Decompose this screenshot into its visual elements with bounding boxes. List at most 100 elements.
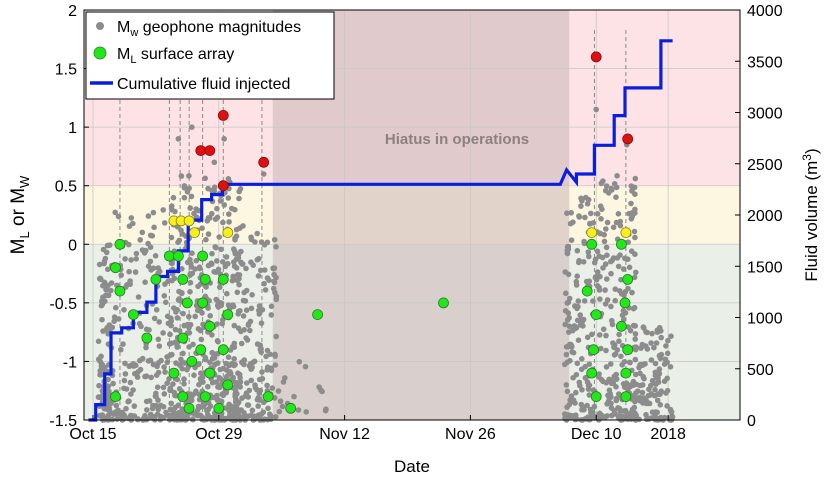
geophone-point: [630, 378, 637, 385]
geophone-point: [657, 402, 664, 408]
geophone-point: [571, 323, 578, 329]
geophone-point: [236, 272, 243, 278]
surface-point: [622, 273, 634, 285]
y-right-tick-label: 3500: [747, 54, 783, 71]
geophone-point: [581, 240, 588, 247]
geophone-point: [191, 372, 197, 379]
geophone-point: [211, 159, 218, 166]
geophone-point: [217, 198, 224, 204]
geophone-point: [655, 375, 661, 382]
geophone-point: [161, 391, 168, 397]
geophone-point: [190, 341, 196, 348]
surface-point: [222, 227, 234, 239]
geophone-point: [220, 259, 226, 265]
geophone-point: [230, 374, 236, 381]
geophone-point: [142, 279, 148, 286]
geophone-point: [279, 403, 286, 410]
geophone-point: [262, 267, 268, 273]
geophone-point: [664, 350, 671, 357]
geophone-point: [625, 239, 631, 245]
geophone-point: [152, 253, 159, 259]
geophone-point: [632, 251, 638, 257]
geophone-point: [603, 183, 610, 189]
geophone-point: [613, 376, 620, 382]
geophone-point: [103, 406, 110, 412]
geophone-point: [164, 380, 170, 387]
geophone-point: [205, 215, 212, 221]
geophone-point: [597, 203, 604, 209]
surface-point: [586, 227, 598, 239]
geophone-point: [189, 250, 195, 256]
surface-point: [581, 285, 593, 297]
geophone-point: [648, 340, 654, 346]
geophone-point: [600, 265, 606, 271]
geophone-point: [137, 237, 143, 243]
geophone-point: [595, 374, 602, 380]
geophone-point: [220, 219, 226, 226]
geophone-point: [179, 290, 185, 296]
geophone-point: [148, 374, 154, 381]
geophone-point: [573, 371, 580, 378]
geophone-point: [207, 403, 214, 409]
geophone-point: [635, 388, 641, 395]
geophone-point: [260, 171, 267, 177]
geophone-point: [261, 280, 267, 287]
geophone-point: [277, 398, 284, 405]
geophone-point: [632, 331, 639, 337]
geophone-point: [568, 343, 575, 349]
geophone-point: [598, 216, 604, 222]
geophone-point: [621, 359, 628, 365]
geophone-point: [193, 206, 199, 212]
surface-point: [619, 297, 631, 309]
geophone-point: [633, 269, 639, 276]
geophone-point: [131, 403, 138, 409]
geophone-point: [275, 388, 282, 394]
geophone-point: [127, 379, 134, 386]
geophone-point: [178, 356, 184, 363]
surface-point: [177, 391, 189, 403]
geophone-point: [234, 277, 241, 284]
geophone-point: [273, 414, 279, 420]
geophone-point: [128, 257, 134, 263]
geophone-point: [202, 175, 208, 182]
geophone-point: [591, 403, 598, 410]
geophone-point: [139, 229, 146, 236]
geophone-point: [572, 303, 578, 309]
geophone-point: [106, 322, 113, 328]
geophone-point: [590, 298, 596, 304]
geophone-point: [255, 273, 262, 279]
geophone-point: [587, 416, 593, 423]
geophone-point: [603, 364, 610, 370]
legend: Mw geophone magnitudes ML surface array …: [85, 11, 335, 100]
geophone-point: [644, 346, 651, 352]
geophone-point: [627, 327, 634, 334]
y-right-label-sup: 3: [800, 154, 814, 161]
geophone-point: [255, 255, 262, 262]
geophone-point: [98, 353, 104, 360]
geophone-point: [217, 284, 223, 290]
geophone-point: [579, 387, 585, 393]
geophone-point: [112, 209, 118, 216]
geophone-point: [236, 195, 242, 202]
geophone-point: [126, 241, 132, 248]
geophone-point: [187, 289, 193, 295]
geophone-point: [122, 371, 129, 377]
geophone-point: [187, 321, 194, 328]
x-axis-ticks: Oct 15 Oct 29 Nov 12 Nov 26 Dec 10 2018: [69, 415, 686, 443]
geophone-point: [170, 381, 176, 387]
geophone-point: [186, 185, 192, 192]
surface-point: [195, 344, 207, 356]
geophone-point: [241, 289, 247, 296]
geophone-point: [241, 327, 247, 333]
geophone-point: [272, 362, 279, 368]
geophone-point: [254, 230, 260, 237]
geophone-point: [199, 310, 205, 316]
geophone-point: [156, 343, 163, 349]
geophone-point: [646, 400, 653, 407]
geophone-point: [225, 195, 232, 201]
geophone-point: [629, 289, 635, 296]
surface-point: [163, 250, 175, 262]
geophone-point: [642, 399, 649, 405]
geophone-point: [233, 233, 240, 239]
geophone-point: [591, 259, 598, 266]
